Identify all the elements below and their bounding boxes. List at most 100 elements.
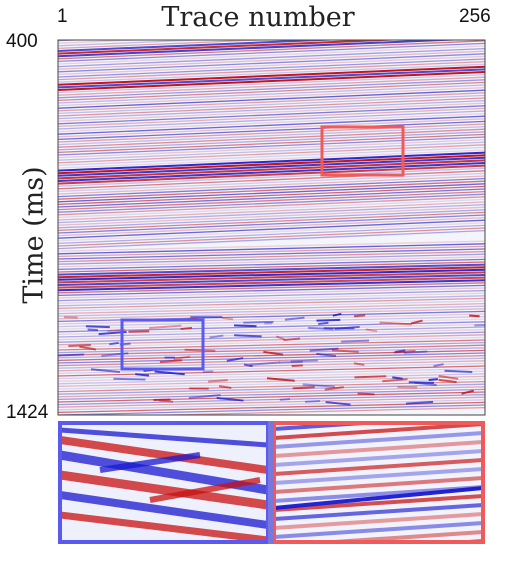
reflector-line [58,79,485,99]
inset-reflector [274,431,483,449]
reflector-line [58,404,485,415]
chaotic-reflector [292,386,315,390]
chaotic-reflector [263,350,284,356]
chaotic-reflector [357,392,375,396]
reflector-line [58,58,485,78]
chaotic-reflector [410,319,423,325]
inset-reflector [274,423,483,440]
chaotic-reflector [353,362,365,366]
reflector-line [58,159,485,180]
reflector-line [58,138,485,159]
inset-reflector [274,449,483,467]
reflector-line [58,164,485,185]
reflector-line [58,110,485,130]
chaotic-reflector [438,375,459,380]
chaotic-reflector [173,355,191,360]
inset-event [60,470,268,510]
reflector-line [58,115,485,135]
chaotic-reflector [243,320,274,324]
reflector-line [58,318,485,330]
reflector-line [58,339,485,351]
chaotic-reflector [234,334,262,338]
reflector-line [58,47,485,68]
reflector-line [58,149,485,169]
chaotic-reflector [279,397,291,401]
chaotic-reflector [331,349,359,353]
chaotic-reflector [341,339,370,343]
reflector-line [58,118,485,138]
reflector-line [58,253,485,265]
chaotic-reflector [318,321,329,325]
reflector-line [58,263,485,276]
chaotic-reflector [393,349,416,354]
reflector-line [58,396,485,408]
reflector-line [58,190,485,211]
inset-event [149,477,261,503]
chaotic-reflector [444,369,473,373]
inset-reflector [303,530,483,542]
chaotic-reflector [221,316,234,321]
reflector-line [58,99,485,120]
reflector-line [58,71,485,91]
reflector-line [58,266,485,279]
chaotic-reflector [226,357,244,362]
reflector-line [58,89,485,109]
reflector-line [58,40,467,58]
reflector-line [58,84,485,104]
chaotic-reflector [233,324,257,328]
reflector-line [58,315,485,328]
reflector-line [58,128,485,148]
reflector-line [58,292,485,304]
inset-event [60,511,268,542]
inset-strong-reflector [274,486,483,510]
chaotic-reflector [305,399,321,403]
reflector-line [58,216,485,237]
reflector-line [58,222,485,242]
chaotic-reflector [309,347,339,352]
inset-event [60,491,268,529]
reflector-line [58,224,485,245]
chaotic-reflector [302,383,336,388]
chaotic-reflector [353,314,366,318]
chaotic-reflector [249,361,281,366]
x-tick-end: 256 [459,6,491,27]
reflector-line [58,203,485,224]
reflector-line [58,45,485,65]
reflector-line [58,146,485,167]
inset-divider [268,421,274,544]
reflector-line [141,406,485,415]
chaotic-reflector [279,360,303,364]
chaotic-reflector [290,359,318,363]
chaotic-reflector [438,378,457,384]
reflector-line [58,63,485,83]
reflector-line [58,53,485,73]
reflector-line [58,131,485,151]
reflector-line [58,206,485,226]
red-inset-background [274,423,483,542]
reflector-line [58,188,485,208]
chaotic-reflector [159,359,183,363]
reflector-line [58,170,485,190]
reflector-line [58,40,343,52]
reflector-line [58,185,485,206]
reflector-line [58,65,485,86]
reflector-line [58,308,485,320]
reflector-line [58,50,485,70]
reflector-line [58,183,485,203]
reflector-line [58,133,485,154]
chaotic-reflector [408,381,434,384]
chaotic-reflector [316,352,337,358]
reflector-line [58,362,485,375]
chaotic-reflector [266,377,295,382]
y-tick-start: 400 [6,31,38,52]
chaotic-reflector [283,337,301,342]
reflector-line [58,40,88,42]
chaotic-reflector [101,352,129,357]
reflector-line [58,399,485,411]
chaotic-reflector [403,350,428,354]
reflector-line [58,40,485,60]
inset-reflector [274,458,483,476]
chaotic-reflector [324,386,344,391]
chaotic-reflector [128,330,150,333]
reflector-line [58,20,485,38]
